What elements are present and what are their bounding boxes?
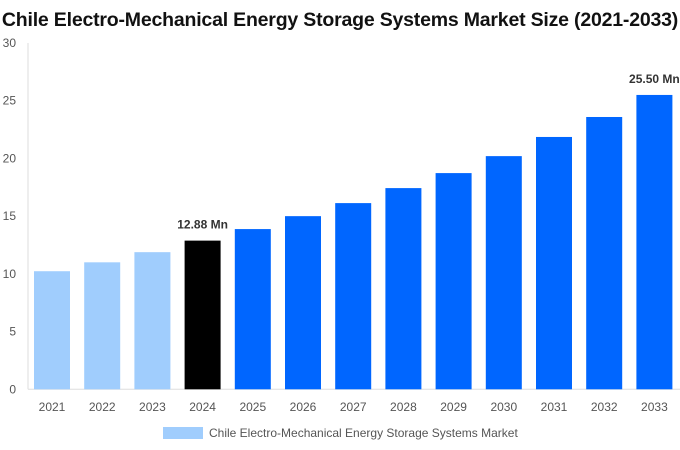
x-tick-label: 2028 (390, 400, 417, 414)
bar-2030 (485, 156, 522, 390)
y-tick-label: 25 (3, 94, 17, 108)
legend-label: Chile Electro-Mechanical Energy Storage … (209, 426, 518, 440)
bar-2031 (536, 136, 572, 390)
x-tick-label: 2031 (541, 400, 568, 414)
x-tick-label: 2033 (641, 400, 668, 414)
bar-2021 (34, 271, 70, 390)
bar-2032 (586, 116, 623, 390)
bar-2022 (84, 262, 121, 390)
bar-2023 (134, 252, 171, 390)
data-label-2033: 25.50 Mn (629, 72, 680, 86)
y-tick-label: 5 (9, 325, 16, 339)
x-tick-label: 2023 (139, 400, 166, 414)
chart-title: Chile Electro-Mechanical Energy Storage … (1, 9, 679, 31)
y-tick-label: 20 (3, 151, 17, 165)
x-tick-label: 2024 (189, 400, 216, 414)
bar-2028 (385, 188, 422, 390)
x-tick-label: 2026 (290, 400, 317, 414)
x-tick-label: 2032 (591, 400, 618, 414)
x-tick-label: 2030 (490, 400, 517, 414)
x-tick-label: 2022 (89, 400, 116, 414)
bar-2029 (435, 173, 472, 390)
y-tick-label: 30 (3, 36, 17, 50)
bar-2033 (636, 94, 673, 390)
y-tick-label: 0 (9, 382, 16, 396)
bar-2025 (234, 229, 271, 390)
data-label-2024: 12.88 Mn (177, 218, 228, 232)
x-tick-label: 2021 (39, 400, 66, 414)
legend-swatch (163, 427, 203, 439)
x-tick-label: 2029 (440, 400, 467, 414)
bar-2024 (184, 240, 221, 390)
x-tick-label: 2025 (239, 400, 266, 414)
y-tick-label: 10 (3, 267, 17, 281)
x-tick-label: 2027 (340, 400, 367, 414)
y-tick-label: 15 (3, 209, 17, 223)
bar-2027 (335, 203, 372, 390)
bar-2026 (285, 216, 321, 390)
